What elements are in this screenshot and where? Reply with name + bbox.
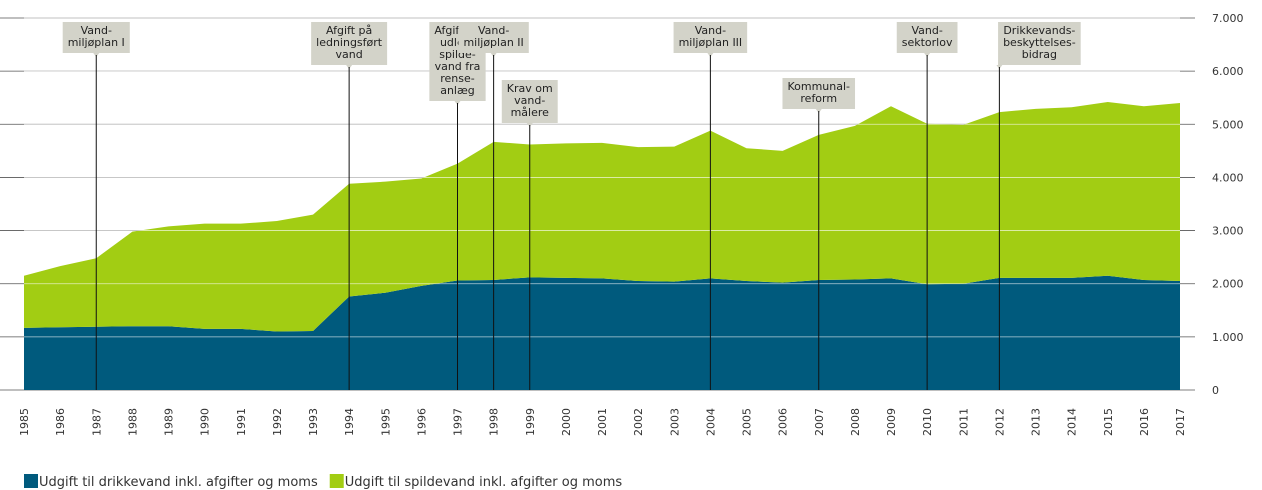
annotation-text: sektorlov: [902, 36, 953, 49]
x-tick-label: 2000: [560, 408, 573, 436]
x-tick-label: 2009: [885, 408, 898, 436]
annotation-text: bidrag: [1022, 48, 1057, 61]
y-tick-label: 0: [1212, 384, 1219, 397]
x-tick-label: 2012: [993, 408, 1006, 436]
annotation-text: reform: [800, 92, 837, 105]
x-tick-label: 2017: [1174, 408, 1187, 436]
x-tick-label: 1995: [379, 408, 392, 436]
y-tick-label: 4.000: [1212, 171, 1244, 184]
annotation: Drikkevands-beskyttelses-bidrag: [996, 22, 1081, 390]
x-tick-label: 1987: [90, 408, 103, 436]
area: [24, 275, 1180, 390]
annotation-text: anlæg: [440, 84, 475, 97]
x-tick-label: 1997: [452, 408, 465, 436]
legend-swatch: [24, 474, 38, 488]
x-tick-label: 2007: [813, 408, 826, 436]
annotation-text: Vand-: [911, 24, 942, 37]
x-tick-label: 1985: [18, 408, 31, 436]
x-tick-label: 2011: [957, 408, 970, 436]
annotation: Vand-miljøplan II: [458, 22, 529, 390]
x-tick-label: 1990: [199, 408, 212, 436]
annotation-text: Drikkevands-: [1003, 24, 1075, 37]
annotation-box: [673, 22, 748, 53]
x-tick-label: 1989: [163, 408, 176, 436]
x-tick-label: 1991: [235, 408, 248, 436]
x-tick-label: 2005: [741, 408, 754, 436]
annotation-text: miljøplan I: [68, 36, 125, 49]
x-tick-label: 2015: [1102, 408, 1115, 436]
annotation-text: Krav om: [507, 82, 553, 95]
annotation-text: vand: [336, 48, 363, 61]
annotation-text: Afgift på: [326, 24, 372, 37]
annotation-text: beskyttelses-: [1003, 36, 1076, 49]
x-tick-label: 1998: [488, 408, 501, 436]
y-tick-label: 1.000: [1212, 331, 1244, 344]
x-tick-label: 2008: [849, 408, 862, 436]
legend-label: Udgift til drikkevand inkl. afgifter og …: [39, 475, 318, 490]
annotation-text: miljøplan II: [463, 36, 523, 49]
annotation-box: [458, 22, 529, 53]
x-tick-label: 1992: [271, 408, 284, 436]
annotation-text: miljøplan III: [679, 36, 743, 49]
annotation-text: vand fra: [435, 60, 481, 73]
annotation-box: [501, 80, 558, 123]
x-tick-label: 2004: [704, 408, 717, 436]
y-tick-label: 3.000: [1212, 225, 1244, 238]
x-tick-label: 2013: [1030, 408, 1043, 436]
annotation-text: målere: [511, 106, 550, 119]
x-tick-label: 1986: [54, 408, 67, 436]
x-tick-label: 1999: [524, 408, 537, 436]
y-tick-label: 5.000: [1212, 118, 1244, 131]
annotation-text: rense-: [440, 72, 475, 85]
x-tick-label: 1994: [343, 408, 356, 436]
annotation-box: [896, 22, 958, 53]
annotation-box: [311, 22, 388, 65]
annotation-box: [998, 22, 1081, 65]
x-tick-label: 2014: [1066, 408, 1079, 436]
annotation-text: Kommunal-: [787, 80, 850, 93]
legend-label: Udgift til spildevand inkl. afgifter og …: [345, 475, 623, 490]
x-tick-label: 2016: [1138, 408, 1151, 436]
y-tick-label: 2.000: [1212, 278, 1244, 291]
annotation: Vand-miljøplan I: [62, 22, 130, 390]
annotation-text: Vand-: [81, 24, 112, 37]
area: [24, 101, 1180, 332]
annotation-text: vand-: [514, 94, 545, 107]
x-tick-label: 2001: [596, 408, 609, 436]
annotation-text: Vand-: [478, 24, 509, 37]
x-tick-label: 2010: [921, 408, 934, 436]
y-tick-label: 6.000: [1212, 65, 1244, 78]
x-tick-label: 2006: [777, 408, 790, 436]
annotation: Vand-miljøplan III: [673, 22, 748, 390]
annotation-box: [62, 22, 130, 53]
annotation-text: ledningsført: [316, 36, 383, 49]
x-tick-label: 2003: [668, 408, 681, 436]
y-tick-label: 7.000: [1212, 12, 1244, 25]
annotation-box: [782, 78, 856, 109]
x-tick-label: 1993: [307, 408, 320, 436]
annotation-text: Vand-: [695, 24, 726, 37]
x-tick-label: 1996: [415, 408, 428, 436]
x-tick-label: 1988: [126, 408, 139, 436]
annotation: Vand-sektorlov: [896, 22, 958, 390]
x-tick-label: 2002: [632, 408, 645, 436]
annotation: Kommunal-reform: [782, 78, 856, 390]
legend-swatch: [329, 474, 344, 488]
